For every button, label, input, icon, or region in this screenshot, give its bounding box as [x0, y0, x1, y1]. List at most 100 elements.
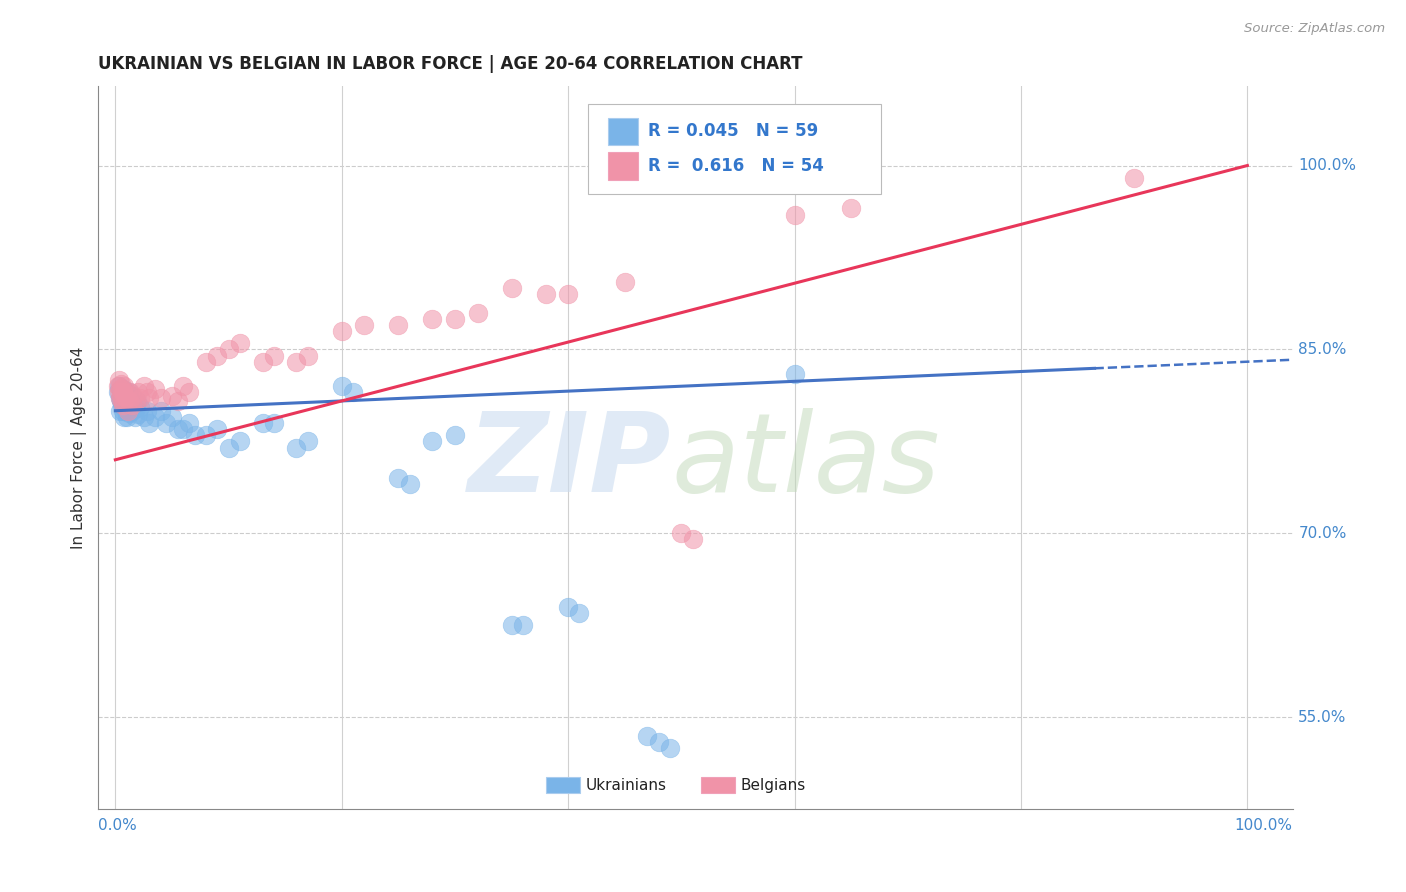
Point: [132, 379, 155, 393]
Point: [118, 406, 141, 420]
Point: [136, 385, 159, 400]
Point: [205, 422, 228, 436]
Text: R =  0.616   N = 54: R = 0.616 N = 54: [648, 157, 824, 175]
Point: [659, 741, 682, 756]
Point: [129, 400, 152, 414]
Point: [112, 385, 135, 400]
Point: [107, 379, 129, 393]
Point: [194, 428, 217, 442]
Point: [127, 408, 149, 422]
Point: [568, 606, 591, 620]
Text: Ukrainians: Ukrainians: [586, 778, 666, 793]
Point: [682, 533, 704, 547]
Point: [115, 389, 138, 403]
Point: [138, 392, 160, 406]
Point: [129, 392, 152, 406]
Point: [115, 409, 138, 424]
Point: [444, 428, 467, 442]
Point: [118, 398, 141, 412]
Point: [263, 349, 285, 363]
Text: ZIP: ZIP: [468, 409, 672, 516]
Point: [118, 385, 141, 400]
Point: [117, 393, 139, 408]
Point: [512, 618, 534, 632]
Point: [229, 434, 252, 449]
Point: [387, 471, 409, 485]
FancyBboxPatch shape: [546, 778, 579, 793]
Point: [218, 343, 240, 357]
Point: [166, 422, 188, 436]
Point: [285, 441, 308, 455]
Point: [112, 385, 135, 400]
FancyBboxPatch shape: [588, 103, 880, 194]
Point: [143, 409, 166, 424]
Point: [112, 398, 135, 412]
Text: 0.0%: 0.0%: [98, 818, 138, 833]
Point: [342, 385, 364, 400]
Point: [107, 373, 129, 387]
Text: Source: ZipAtlas.com: Source: ZipAtlas.com: [1244, 22, 1385, 36]
Point: [107, 385, 129, 400]
Point: [122, 392, 145, 406]
Point: [177, 385, 200, 400]
Point: [252, 416, 274, 430]
Point: [172, 379, 194, 393]
Text: R = 0.045   N = 59: R = 0.045 N = 59: [648, 122, 818, 140]
Text: 100.0%: 100.0%: [1298, 158, 1357, 173]
Point: [501, 618, 523, 632]
Point: [121, 398, 143, 412]
Point: [444, 311, 467, 326]
Point: [671, 526, 693, 541]
Point: [501, 281, 523, 295]
Point: [387, 318, 409, 332]
Point: [839, 202, 862, 216]
Y-axis label: In Labor Force | Age 20-64: In Labor Force | Age 20-64: [72, 346, 87, 549]
Point: [1123, 170, 1146, 185]
Point: [136, 403, 159, 417]
Point: [121, 403, 143, 417]
Point: [108, 392, 131, 406]
Point: [166, 393, 188, 408]
Point: [112, 409, 135, 424]
Point: [330, 379, 353, 393]
Point: [297, 434, 319, 449]
Point: [172, 422, 194, 436]
Point: [330, 324, 353, 338]
Point: [218, 441, 240, 455]
Point: [648, 735, 671, 749]
Text: 55.0%: 55.0%: [1298, 710, 1347, 725]
Text: Belgians: Belgians: [741, 778, 806, 793]
Point: [114, 403, 136, 417]
Text: 85.0%: 85.0%: [1298, 342, 1347, 357]
Point: [205, 349, 228, 363]
Point: [117, 403, 139, 417]
Point: [112, 389, 135, 403]
Point: [108, 403, 131, 417]
Point: [125, 393, 148, 408]
Point: [125, 393, 148, 408]
Text: UKRAINIAN VS BELGIAN IN LABOR FORCE | AGE 20-64 CORRELATION CHART: UKRAINIAN VS BELGIAN IN LABOR FORCE | AG…: [98, 55, 803, 73]
Point: [111, 382, 134, 396]
Point: [613, 275, 636, 289]
Point: [114, 392, 136, 406]
Point: [112, 382, 135, 396]
Point: [118, 385, 141, 400]
Point: [285, 354, 308, 368]
Point: [557, 599, 579, 614]
Point: [183, 428, 205, 442]
Point: [177, 416, 200, 430]
Point: [108, 382, 131, 396]
Point: [783, 367, 806, 381]
Point: [111, 393, 134, 408]
Point: [297, 349, 319, 363]
Point: [160, 409, 183, 424]
Point: [160, 389, 183, 403]
FancyBboxPatch shape: [609, 118, 638, 145]
Point: [132, 409, 155, 424]
Point: [149, 392, 172, 406]
Point: [114, 392, 136, 406]
FancyBboxPatch shape: [702, 778, 735, 793]
Point: [110, 389, 132, 403]
Point: [263, 416, 285, 430]
Point: [122, 389, 145, 403]
